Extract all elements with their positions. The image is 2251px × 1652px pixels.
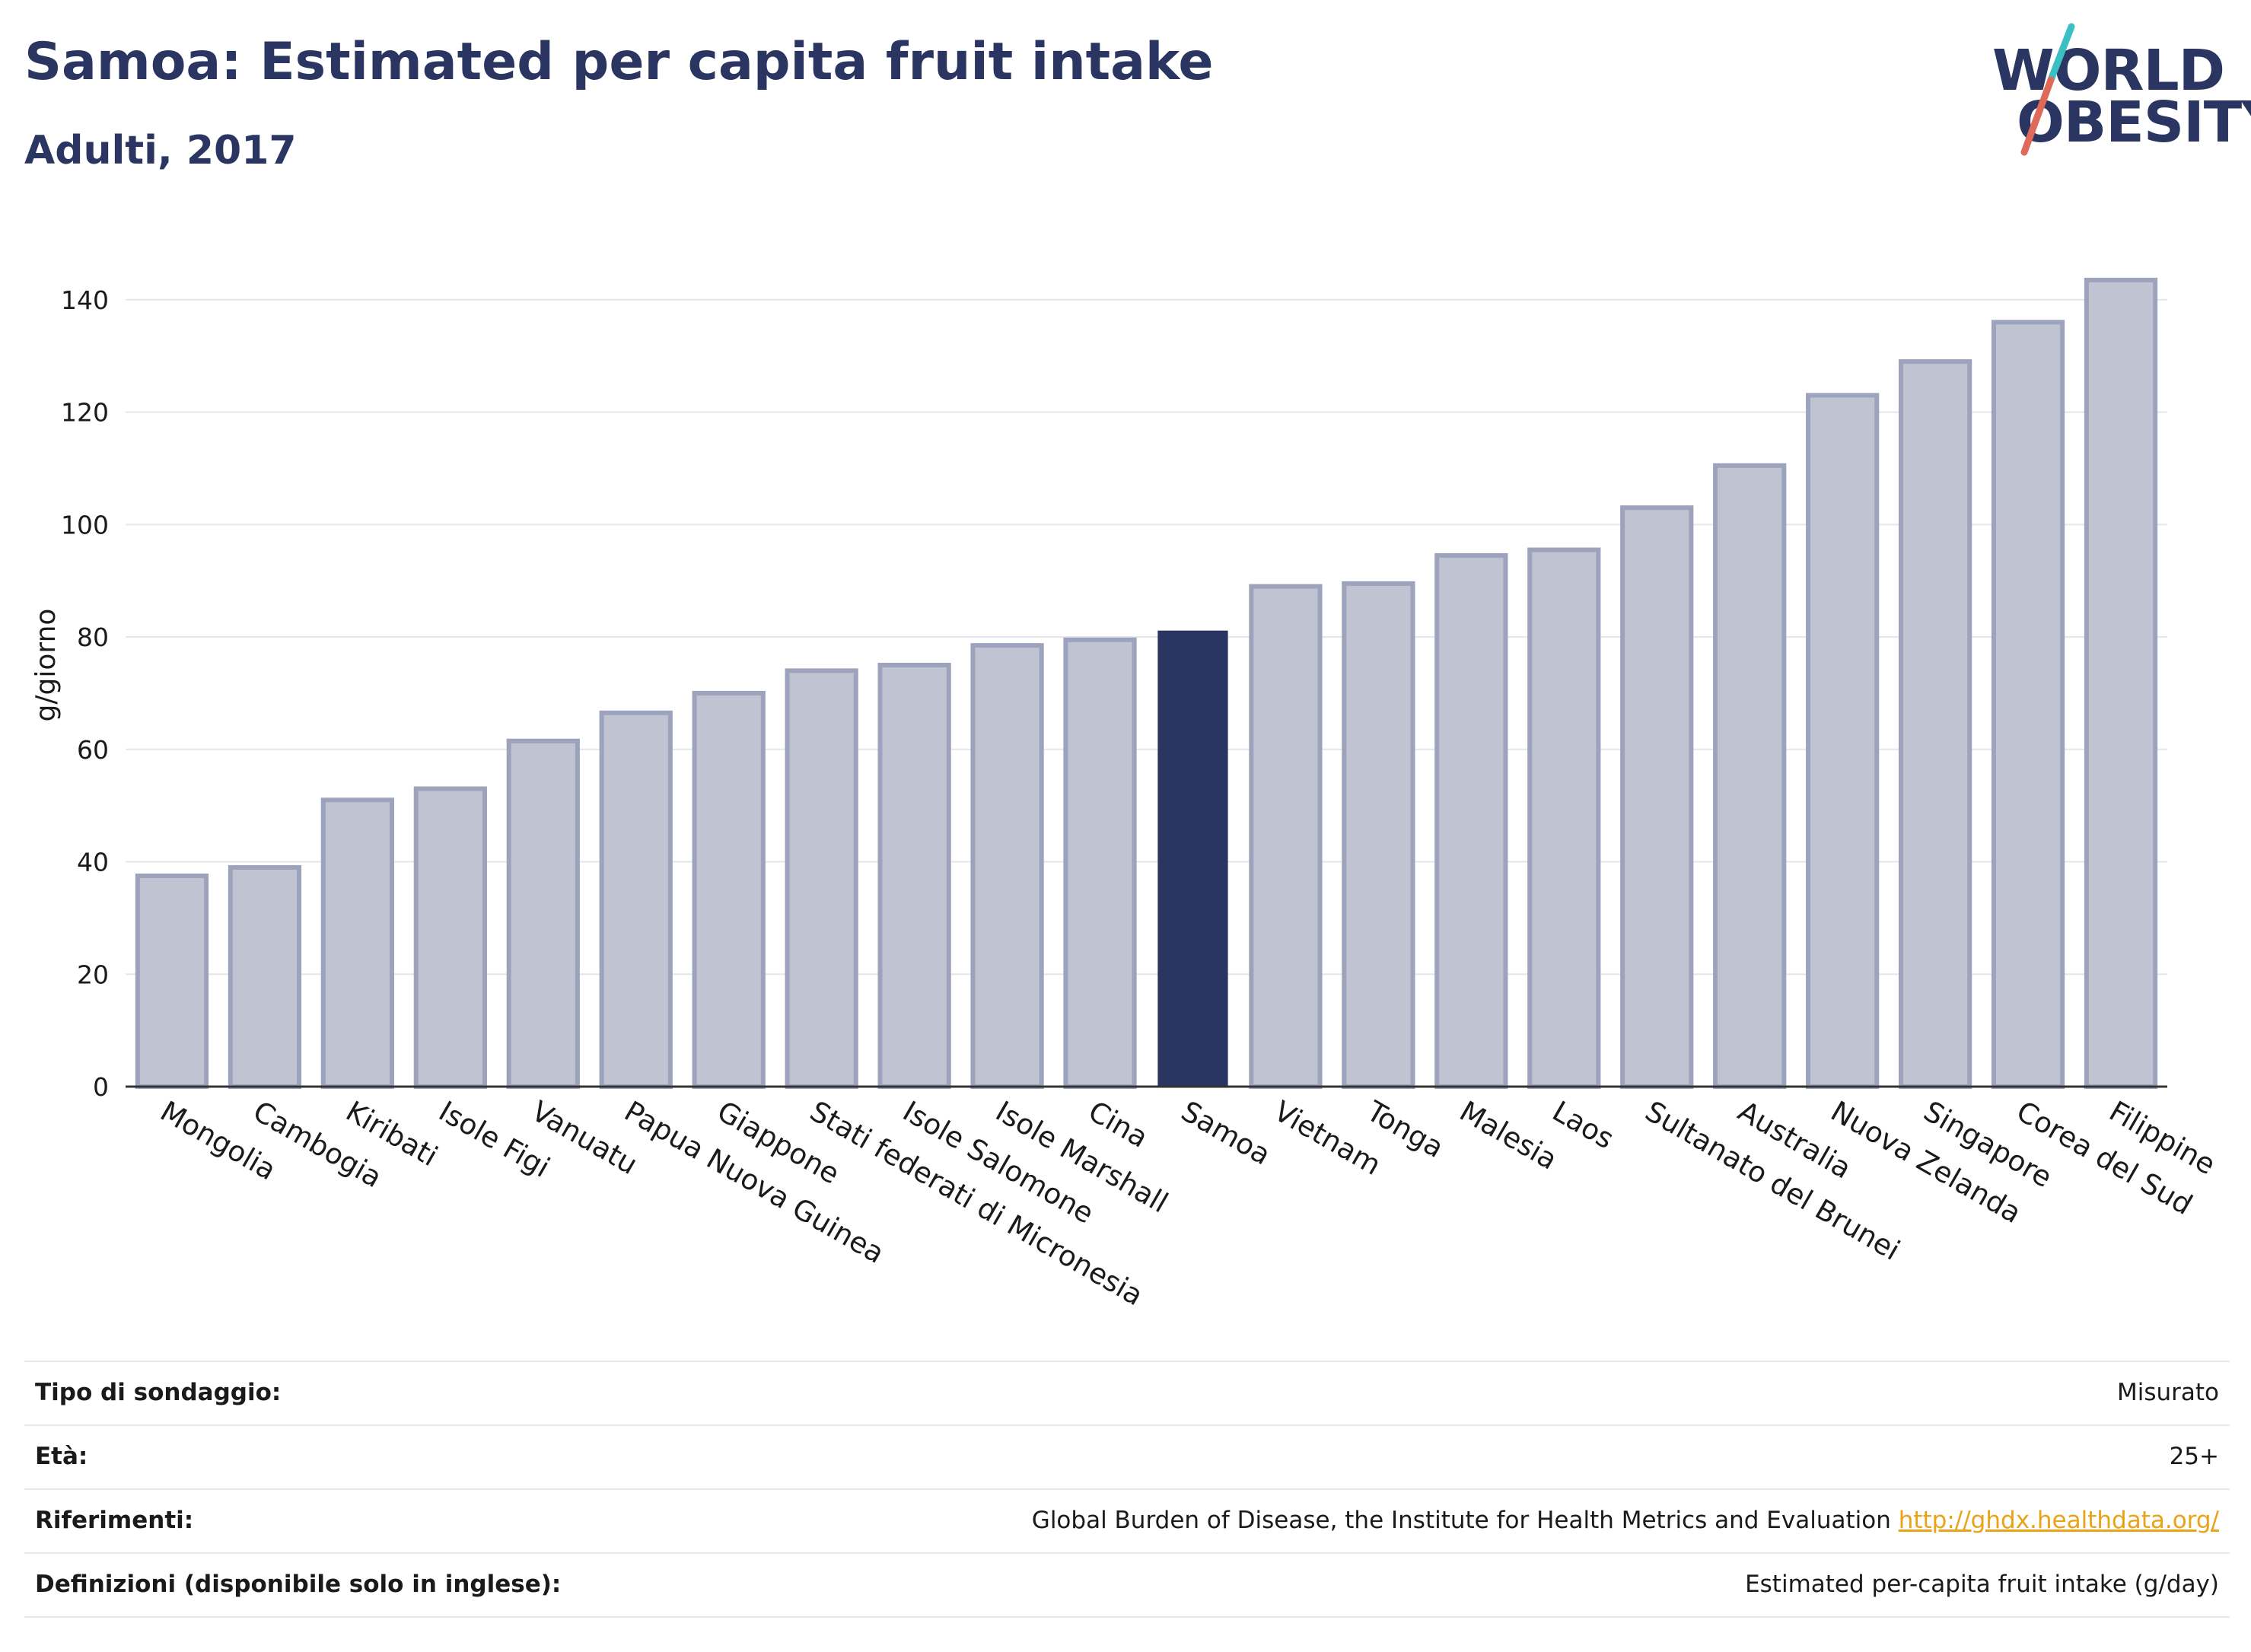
- bar-stati-federati-di-micronesia: [785, 668, 858, 1089]
- y-tick-label: 60: [77, 735, 109, 765]
- info-label: Definizioni (disponibile solo in inglese…: [35, 1571, 562, 1598]
- bar-giappone: [692, 690, 766, 1089]
- info-row-survey-type: Tipo di sondaggio: Misurato: [24, 1361, 2230, 1424]
- info-value: Misurato: [2116, 1379, 2219, 1406]
- bar-australia: [1713, 463, 1787, 1090]
- y-tick-label: 80: [77, 622, 109, 652]
- bar-vietnam: [1249, 584, 1323, 1089]
- bar-malesia: [1434, 552, 1508, 1089]
- bar-singapore: [1898, 359, 1972, 1089]
- info-label: Tipo di sondaggio:: [35, 1379, 282, 1406]
- bar-samoa: [1157, 630, 1228, 1087]
- y-tick-label: 140: [61, 285, 109, 315]
- logo-line1: WORLD: [1992, 38, 2225, 103]
- info-value: Global Burden of Disease, the Institute …: [1032, 1507, 2219, 1534]
- y-axis-label: g/giorno: [30, 609, 62, 722]
- info-label: Età:: [35, 1443, 88, 1470]
- info-table: Tipo di sondaggio: Misurato Età: 25+ Rif…: [24, 1361, 2230, 1618]
- info-row-definitions: Definizioni (disponibile solo in inglese…: [24, 1552, 2230, 1618]
- bar-isole-salomone: [877, 663, 951, 1089]
- info-row-age: Età: 25+: [24, 1424, 2230, 1488]
- x-tick-label: Samoa: [1176, 1095, 1276, 1172]
- world-obesity-logo: WORLD OBESITY: [1986, 23, 2251, 167]
- info-value: 25+: [2169, 1443, 2219, 1470]
- reference-link[interactable]: http://ghdx.healthdata.org/: [1898, 1507, 2219, 1534]
- bar-vanuatu: [506, 738, 580, 1089]
- logo-slash-icon: [2020, 23, 2075, 156]
- y-tick-label: 20: [77, 960, 109, 989]
- bar-laos: [1527, 547, 1601, 1090]
- bar-chart: 020406080100120140g/giornoMongoliaCambog…: [30, 278, 2221, 1312]
- bar-tonga: [1342, 581, 1415, 1090]
- info-label: Riferimenti:: [35, 1507, 194, 1534]
- bar-cina: [1063, 637, 1137, 1089]
- y-tick-label: 120: [61, 398, 109, 428]
- bar-cambogia: [228, 864, 302, 1089]
- chart-subtitle: Adulti, 2017: [24, 128, 297, 173]
- logo-line2: OBESITY: [2017, 90, 2251, 155]
- info-value: Estimated per-capita fruit intake (g/day…: [1745, 1571, 2219, 1598]
- y-tick-label: 100: [61, 510, 109, 540]
- bar-corea-del-sud: [1991, 320, 2065, 1089]
- info-row-references: Riferimenti: Global Burden of Disease, t…: [24, 1488, 2230, 1552]
- bar-papua-nuova-guinea: [599, 710, 673, 1090]
- reference-text: Global Burden of Disease, the Institute …: [1031, 1507, 1891, 1534]
- x-tick-label: Vietnam: [1269, 1095, 1387, 1182]
- bar-filippine: [2084, 278, 2158, 1090]
- bar-isole-marshall: [970, 643, 1044, 1089]
- y-tick-label: 40: [77, 848, 109, 877]
- bar-nuova-zelanda: [1806, 393, 1880, 1089]
- x-tick-label: Malesia: [1454, 1095, 1563, 1176]
- bar-mongolia: [135, 874, 209, 1089]
- y-tick-label: 0: [93, 1072, 109, 1102]
- bar-sultanato-del-brunei: [1620, 505, 1694, 1089]
- chart-title: Samoa: Estimated per capita fruit intake: [24, 32, 1214, 92]
- bar-kiribati: [320, 797, 395, 1090]
- bar-isole-figi: [413, 786, 487, 1089]
